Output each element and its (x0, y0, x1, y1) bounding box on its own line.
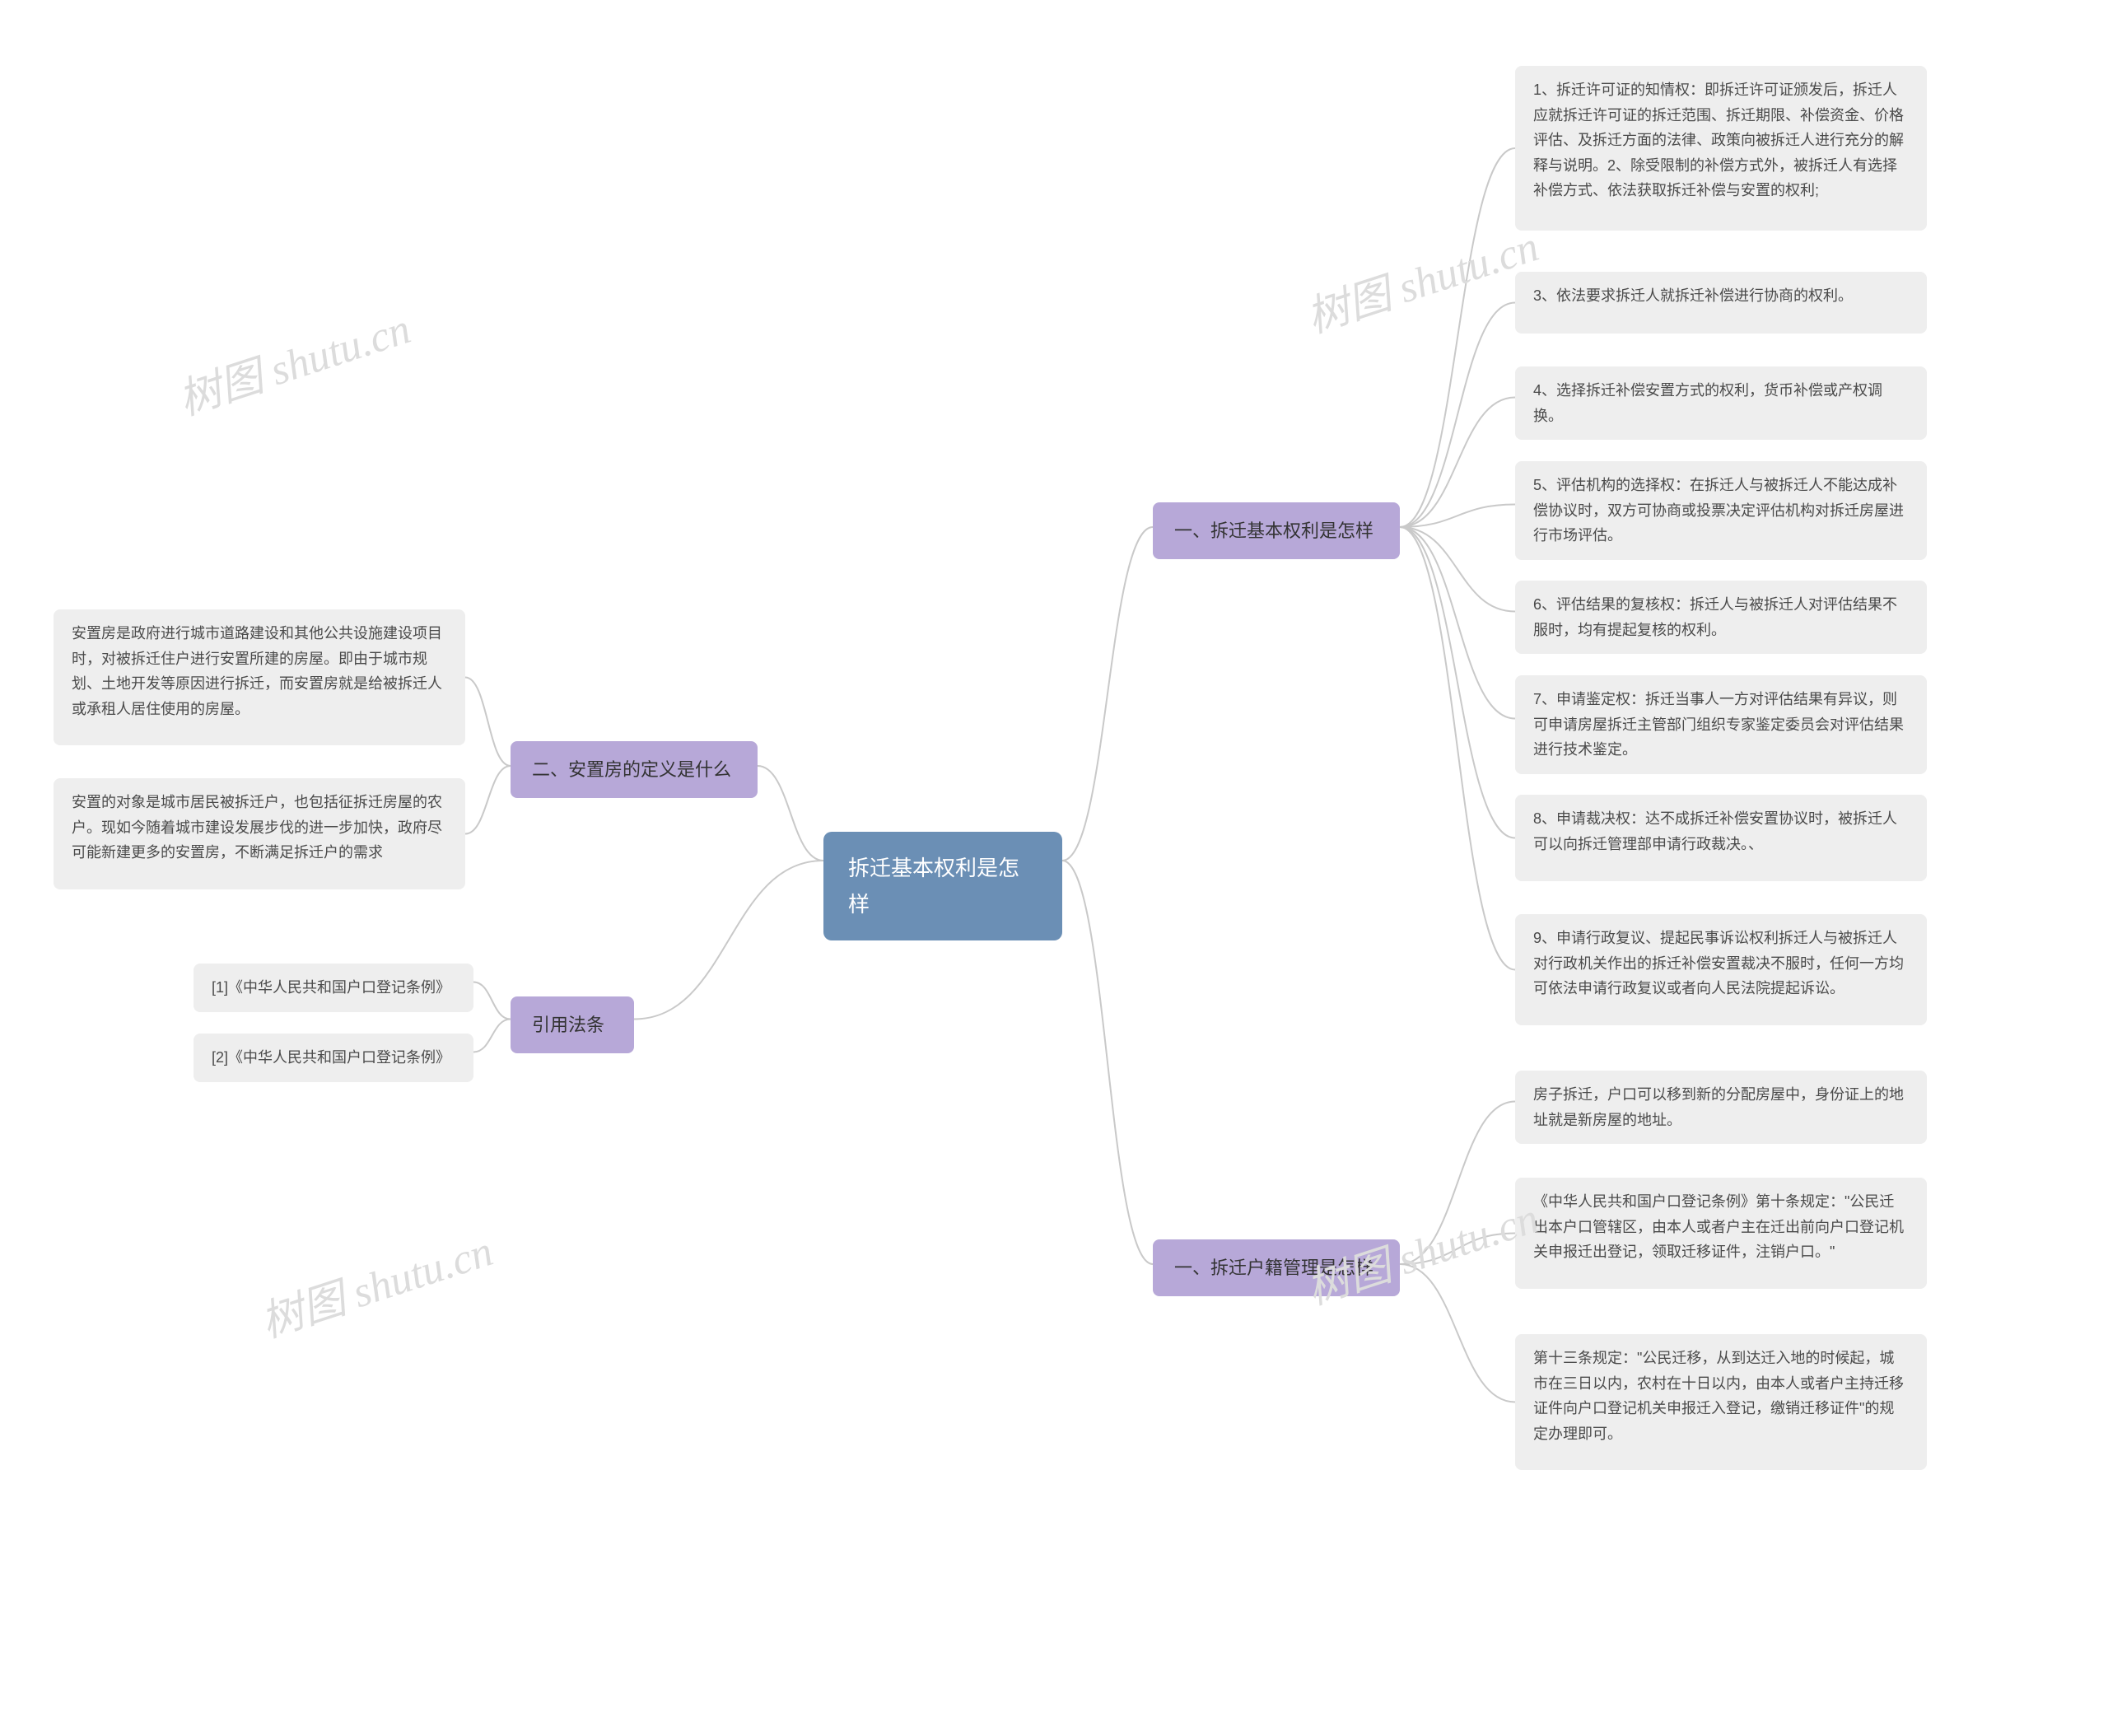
watermark-0: 树图 shutu.cn (170, 294, 417, 427)
leaf-anzhi-1: 安置的对象是城市居民被拆迁户，也包括征拆迁房屋的农户。现如今随着城市建设发展步伐… (54, 778, 465, 889)
branch-hukou[interactable]: 一、拆迁户籍管理是怎样 (1153, 1239, 1400, 1296)
leaf-rights-2: 4、选择拆迁补偿安置方式的权利，货币补偿或产权调换。 (1515, 366, 1927, 440)
watermark-2: 树图 shutu.cn (252, 1216, 500, 1349)
leaf-rights-1: 3、依法要求拆迁人就拆迁补偿进行协商的权利。 (1515, 272, 1927, 334)
leaf-anzhi-0: 安置房是政府进行城市道路建设和其他公共设施建设项目时，对被拆迁住户进行安置所建的… (54, 609, 465, 745)
leaf-rights-7: 9、申请行政复议、提起民事诉讼权利拆迁人与被拆迁人对行政机关作出的拆迁补偿安置裁… (1515, 914, 1927, 1025)
branch-rights[interactable]: 一、拆迁基本权利是怎样 (1153, 502, 1400, 559)
leaf-rights-3: 5、评估机构的选择权：在拆迁人与被拆迁人不能达成补偿协议时，双方可协商或投票决定… (1515, 461, 1927, 560)
branch-anzhi[interactable]: 二、安置房的定义是什么 (511, 741, 758, 798)
leaf-rights-4: 6、评估结果的复核权：拆迁人与被拆迁人对评估结果不服时，均有提起复核的权利。 (1515, 581, 1927, 654)
branch-law[interactable]: 引用法条 (511, 996, 634, 1053)
leaf-rights-6: 8、申请裁决权：达不成拆迁补偿安置协议时，被拆迁人可以向拆迁管理部申请行政裁决。… (1515, 795, 1927, 881)
leaf-rights-5: 7、申请鉴定权：拆迁当事人一方对评估结果有异议，则可申请房屋拆迁主管部门组织专家… (1515, 675, 1927, 774)
leaf-hukou-0: 房子拆迁，户口可以移到新的分配房屋中，身份证上的地址就是新房屋的地址。 (1515, 1071, 1927, 1144)
leaf-law-0: [1]《中华人民共和国户口登记条例》 (194, 964, 473, 1012)
watermark-1: 树图 shutu.cn (1298, 212, 1546, 344)
root-node[interactable]: 拆迁基本权利是怎样 (823, 832, 1062, 940)
leaf-law-1: [2]《中华人民共和国户口登记条例》 (194, 1034, 473, 1082)
leaf-rights-0: 1、拆迁许可证的知情权：即拆迁许可证颁发后，拆迁人应就拆迁许可证的拆迁范围、拆迁… (1515, 66, 1927, 231)
leaf-hukou-2: 第十三条规定："公民迁移，从到达迁入地的时候起，城市在三日以内，农村在十日以内，… (1515, 1334, 1927, 1470)
leaf-hukou-1: 《中华人民共和国户口登记条例》第十条规定："公民迁出本户口管辖区，由本人或者户主… (1515, 1178, 1927, 1289)
